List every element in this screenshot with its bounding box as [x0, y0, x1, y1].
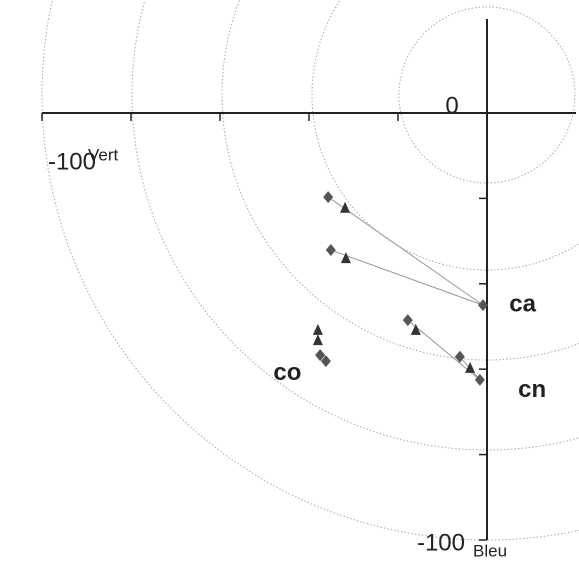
- x-axis-label: Vert: [88, 145, 119, 164]
- point: [312, 334, 323, 346]
- point: [340, 201, 351, 213]
- y-axis-label: Bleu: [473, 541, 507, 560]
- point: [402, 314, 413, 327]
- point: [320, 355, 331, 368]
- link-line: [330, 249, 484, 306]
- link-line: [327, 196, 484, 306]
- annotation: ca: [509, 290, 536, 317]
- circle: [311, 0, 579, 271]
- y-tick-label: -100: [417, 529, 465, 556]
- point: [474, 373, 485, 386]
- annotation: co: [273, 359, 301, 386]
- point: [323, 191, 334, 204]
- point: [465, 361, 476, 373]
- range-circles: [41, 0, 579, 541]
- x-tick-label: -100: [48, 148, 96, 175]
- point: [312, 323, 323, 335]
- point: [340, 252, 351, 264]
- annotation: cn: [518, 376, 546, 403]
- point: [477, 299, 488, 312]
- x-tick-label: 0: [445, 92, 458, 119]
- circle: [41, 0, 579, 541]
- point: [325, 244, 336, 257]
- point: [410, 323, 421, 335]
- circle: [131, 0, 579, 451]
- point: [315, 349, 326, 362]
- point: [454, 350, 465, 363]
- circle: [398, 6, 576, 184]
